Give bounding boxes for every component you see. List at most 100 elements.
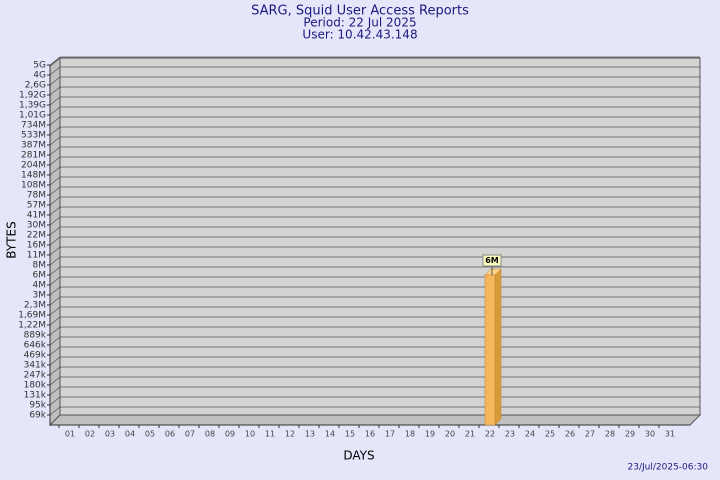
x-tick-label: 05 bbox=[145, 430, 155, 439]
chart-subtitle: User: 10.42.43.148 bbox=[302, 28, 417, 42]
grid-line bbox=[49, 296, 61, 306]
x-tick-label: 10 bbox=[245, 430, 255, 439]
x-tick-label: 11 bbox=[265, 430, 275, 439]
y-tick-label: 1,22M bbox=[18, 321, 46, 331]
y-tick-label: 8M bbox=[33, 261, 47, 271]
y-tick-label: 889k bbox=[24, 331, 47, 341]
y-tick-label: 148M bbox=[21, 171, 46, 181]
x-tick-label: 13 bbox=[305, 430, 315, 439]
grid-line bbox=[49, 176, 61, 186]
y-tick-label: 22M bbox=[27, 231, 46, 241]
x-tick-label: 07 bbox=[185, 430, 195, 439]
x-tick-label: 16 bbox=[365, 430, 375, 439]
grid-line bbox=[49, 286, 61, 296]
grid-line bbox=[49, 146, 61, 156]
grid-line bbox=[49, 246, 61, 256]
chart-title: SARG, Squid User Access Reports bbox=[251, 4, 469, 19]
y-tick-label: 4M bbox=[33, 281, 47, 291]
x-tick-label: 23 bbox=[505, 430, 515, 439]
grid-line bbox=[49, 126, 61, 136]
grid-line bbox=[49, 96, 61, 106]
grid-line bbox=[49, 66, 61, 76]
grid-line bbox=[49, 356, 61, 366]
grid-line bbox=[49, 216, 61, 226]
x-tick-label: 20 bbox=[445, 430, 455, 439]
grid-line bbox=[49, 366, 61, 376]
y-tick-label: 341k bbox=[24, 361, 47, 371]
grid-line bbox=[49, 326, 61, 336]
grid-line bbox=[49, 336, 61, 346]
y-tick-label: 41M bbox=[27, 211, 46, 221]
grid-line bbox=[49, 166, 61, 176]
y-tick-label: 95k bbox=[29, 401, 46, 411]
back-wall bbox=[59, 57, 701, 416]
x-tick-label: 15 bbox=[345, 430, 355, 439]
y-tick-label: 533M bbox=[21, 131, 46, 141]
y-tick-label: 247k bbox=[24, 371, 47, 381]
grid-line bbox=[49, 86, 61, 96]
grid-line bbox=[49, 376, 61, 386]
x-tick-label: 21 bbox=[465, 430, 475, 439]
y-tick-label: 469k bbox=[24, 351, 47, 361]
x-tick-label: 02 bbox=[85, 430, 95, 439]
x-tick-label: 03 bbox=[105, 430, 115, 439]
y-tick-label: 6M bbox=[33, 271, 47, 281]
x-axis-label: DAYS bbox=[343, 449, 374, 463]
floor bbox=[48, 414, 702, 426]
y-tick-label: 204M bbox=[21, 161, 46, 171]
y-tick-label: 387M bbox=[21, 141, 46, 151]
y-tick-label: 1,01G bbox=[19, 111, 46, 121]
x-tick-label: 08 bbox=[205, 430, 215, 439]
y-tick-label: 57M bbox=[27, 201, 46, 211]
grid-line bbox=[49, 136, 61, 146]
x-tick-label: 30 bbox=[645, 430, 655, 439]
chart-subtitle: Period: 22 Jul 2025 bbox=[303, 16, 416, 30]
value-label-box bbox=[482, 254, 502, 267]
grid-line bbox=[49, 276, 61, 286]
grid-line bbox=[49, 316, 61, 326]
grid-line bbox=[49, 186, 61, 196]
x-tick-label: 09 bbox=[225, 430, 235, 439]
x-tick-label: 12 bbox=[285, 430, 295, 439]
y-tick-label: 734M bbox=[21, 121, 46, 131]
x-tick-label: 28 bbox=[605, 430, 615, 439]
y-tick-label: 131k bbox=[24, 391, 47, 401]
grid-line bbox=[49, 76, 61, 86]
y-tick-label: 3M bbox=[33, 291, 47, 301]
y-tick-label: 69k bbox=[29, 411, 46, 421]
y-tick-label: 4G bbox=[33, 71, 46, 81]
x-tick-label: 04 bbox=[125, 430, 135, 439]
grid-line bbox=[49, 306, 61, 316]
x-tick-label: 22 bbox=[485, 430, 495, 439]
x-tick-label: 27 bbox=[585, 430, 595, 439]
grid-line bbox=[49, 56, 61, 66]
grid-line bbox=[49, 156, 61, 166]
y-tick-label: 30M bbox=[27, 221, 46, 231]
x-tick-label: 14 bbox=[325, 430, 335, 439]
grid-line bbox=[49, 346, 61, 356]
grid-line bbox=[49, 256, 61, 266]
grid-line bbox=[49, 386, 61, 396]
y-tick-label: 2,3M bbox=[24, 301, 46, 311]
x-tick-label: 18 bbox=[405, 430, 415, 439]
y-tick-label: 180k bbox=[24, 381, 47, 391]
y-tick-label: 16M bbox=[27, 241, 46, 251]
grid-line bbox=[49, 116, 61, 126]
bar bbox=[484, 274, 496, 426]
y-tick-label: 1,92G bbox=[19, 91, 46, 101]
grid-line bbox=[49, 196, 61, 206]
x-tick-label: 26 bbox=[565, 430, 575, 439]
y-tick-label: 281M bbox=[21, 151, 46, 161]
y-tick-label: 1,69M bbox=[18, 311, 46, 321]
x-tick-label: 25 bbox=[545, 430, 555, 439]
grid-line bbox=[49, 206, 61, 216]
y-tick-label: 5G bbox=[33, 61, 46, 71]
x-tick-label: 24 bbox=[525, 430, 535, 439]
bar-side bbox=[494, 268, 502, 426]
y-axis-label: BYTES bbox=[5, 221, 19, 258]
footer-timestamp: 23/Jul/2025-06:30 bbox=[628, 463, 709, 473]
x-tick-label: 29 bbox=[625, 430, 635, 439]
grid-line bbox=[49, 406, 61, 416]
y-tick-label: 2,6G bbox=[25, 81, 46, 91]
x-tick-label: 01 bbox=[65, 430, 75, 439]
